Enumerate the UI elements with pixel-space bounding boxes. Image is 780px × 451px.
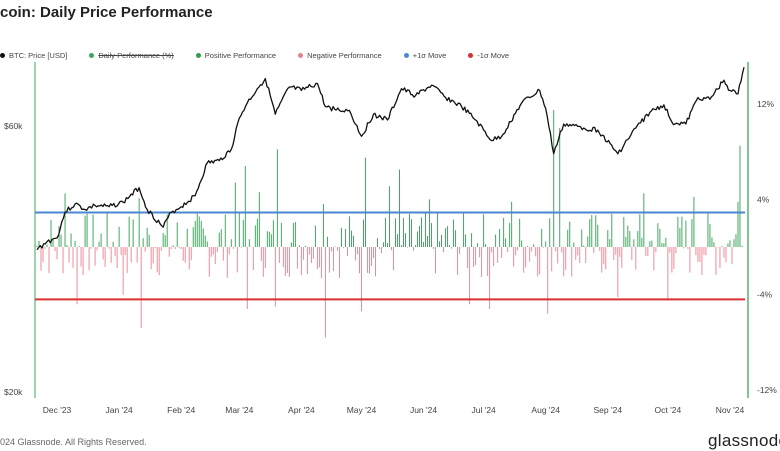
x-axis-tick-label: Aug '24	[531, 405, 560, 415]
x-axis-tick-label: Nov '24	[716, 405, 745, 415]
x-axis-tick-label: Apr '24	[288, 405, 315, 415]
legend-marker	[89, 52, 95, 58]
x-axis-tick-label: Jan '24	[106, 405, 133, 415]
left-axis-tick-label: $60k	[4, 121, 23, 131]
right-axis-tick-label: -12%	[757, 385, 777, 395]
legend: BTC: Price [USD] Daily Performance (%) Pos…	[0, 49, 531, 61]
copyright-text: 024 Glassnode. All Rights Reserved.	[0, 437, 147, 447]
legend-item[interactable]: BTC: Price [USD]	[0, 51, 67, 60]
legend-marker	[403, 52, 409, 58]
left-axis-tick-label: $20k	[4, 387, 23, 397]
x-axis-tick-label: Sep '24	[594, 405, 623, 415]
legend-label: Positive Performance	[204, 50, 277, 60]
legend-item[interactable]: -1σ Move	[468, 51, 509, 60]
legend-item[interactable]: Daily Performance (%)	[89, 50, 174, 60]
chart-title: coin: Daily Price Performance	[0, 4, 213, 21]
x-axis-tick-label: Mar '24	[225, 405, 253, 415]
legend-label: +1σ Move	[412, 50, 447, 60]
legend-marker	[468, 52, 474, 58]
x-axis-tick-label: May '24	[347, 405, 377, 415]
right-axis-tick-label: -4%	[757, 290, 773, 300]
legend-marker	[298, 52, 304, 58]
legend-label: Negative Performance	[307, 50, 382, 60]
legend-label: Daily Performance (%)	[98, 50, 174, 60]
legend-item[interactable]: +1σ Move	[403, 50, 447, 60]
legend-item[interactable]: Negative Performance	[298, 51, 382, 60]
x-axis-tick-label: Oct '24	[655, 405, 682, 415]
legend-label: BTC: Price [USD]	[9, 50, 68, 60]
legend-label: -1σ Move	[477, 50, 510, 60]
btc-price-line	[36, 67, 745, 251]
right-axis-tick-label: 4%	[757, 194, 770, 204]
glassnode-logo: glassnode	[708, 431, 780, 450]
legend-marker	[0, 52, 5, 58]
x-axis-tick-label: Feb '24	[167, 405, 195, 415]
x-axis-tick-label: Jun '24	[410, 405, 437, 415]
x-axis-tick-label: Jul '24	[471, 405, 496, 415]
legend-item[interactable]: Positive Performance	[195, 50, 277, 60]
right-axis-tick-label: 12%	[757, 99, 774, 109]
x-axis-tick-label: Dec '23	[43, 405, 72, 415]
legend-marker	[195, 52, 201, 58]
